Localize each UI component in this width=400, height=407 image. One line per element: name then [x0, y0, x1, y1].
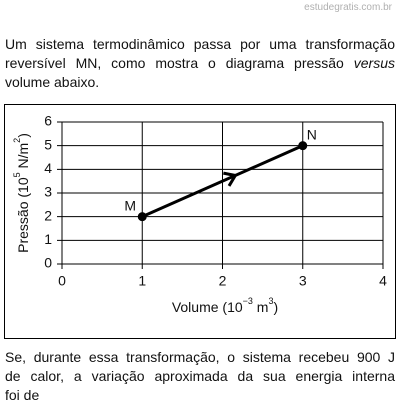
label-part: m — [253, 299, 269, 315]
label-part: ) — [274, 299, 279, 315]
point-label: M — [124, 197, 136, 213]
text: volume abaixo. — [5, 74, 100, 90]
y-tick-label: 0 — [44, 255, 52, 271]
data-point — [137, 212, 147, 222]
data-point — [298, 141, 308, 151]
x-tick-label: 4 — [379, 273, 387, 289]
text-line: volume abaixo. — [5, 73, 395, 92]
label-part: 3 — [268, 296, 273, 306]
direction-arrow — [223, 171, 238, 187]
label-part: N/m — [15, 143, 31, 173]
question-paragraph: Se, durante essa transformação, o sistem… — [5, 348, 395, 405]
y-tick-label: 6 — [44, 113, 52, 129]
y-tick-label: 2 — [44, 207, 52, 223]
text: versus — [353, 55, 395, 71]
x-tick-label: 0 — [58, 273, 66, 289]
data-line — [141, 144, 304, 219]
y-tick-label: 1 — [44, 231, 52, 247]
text: Um sistema termodinâmico passa por uma t… — [5, 36, 395, 52]
y-tick-label: 4 — [44, 160, 52, 176]
x-tick-label: 2 — [219, 273, 227, 289]
text-line: reversível MN, como mostra o diagrama pr… — [5, 54, 395, 73]
text-line: Um sistema termodinâmico passa por uma t… — [5, 35, 395, 54]
text: foi de — [5, 387, 40, 403]
y-axis-label: Pressão (105 N/m2) — [12, 133, 30, 253]
y-tick-label: 3 — [44, 184, 52, 200]
point-label: N — [307, 126, 317, 142]
chart-frame — [4, 104, 396, 339]
y-tick-label: 5 — [44, 136, 52, 152]
text: de calor, a variação aproximada da sua e… — [5, 368, 395, 384]
text: Se, durante essa transformação, o sistem… — [5, 349, 395, 365]
x-tick-label: 3 — [299, 273, 307, 289]
text-line: de calor, a variação aproximada da sua e… — [5, 367, 395, 386]
label-part: Pressão (10 — [15, 177, 31, 253]
label-part: ) — [15, 133, 31, 138]
x-axis-label: Volume (10−3 m3) — [172, 296, 278, 314]
intro-paragraph: Um sistema termodinâmico passa por uma t… — [5, 35, 395, 92]
text: reversível MN, como mostra o diagrama pr… — [5, 55, 354, 71]
label-part: 2 — [12, 138, 22, 143]
x-tick-label: 1 — [138, 273, 146, 289]
text-line: foi de — [5, 386, 395, 405]
label-part: 5 — [12, 172, 22, 177]
text-line: Se, durante essa transformação, o sistem… — [5, 348, 395, 367]
label-part: −3 — [243, 296, 253, 306]
label-part: Volume (10 — [172, 299, 243, 315]
watermark: estudegratis.com.br — [304, 2, 392, 13]
